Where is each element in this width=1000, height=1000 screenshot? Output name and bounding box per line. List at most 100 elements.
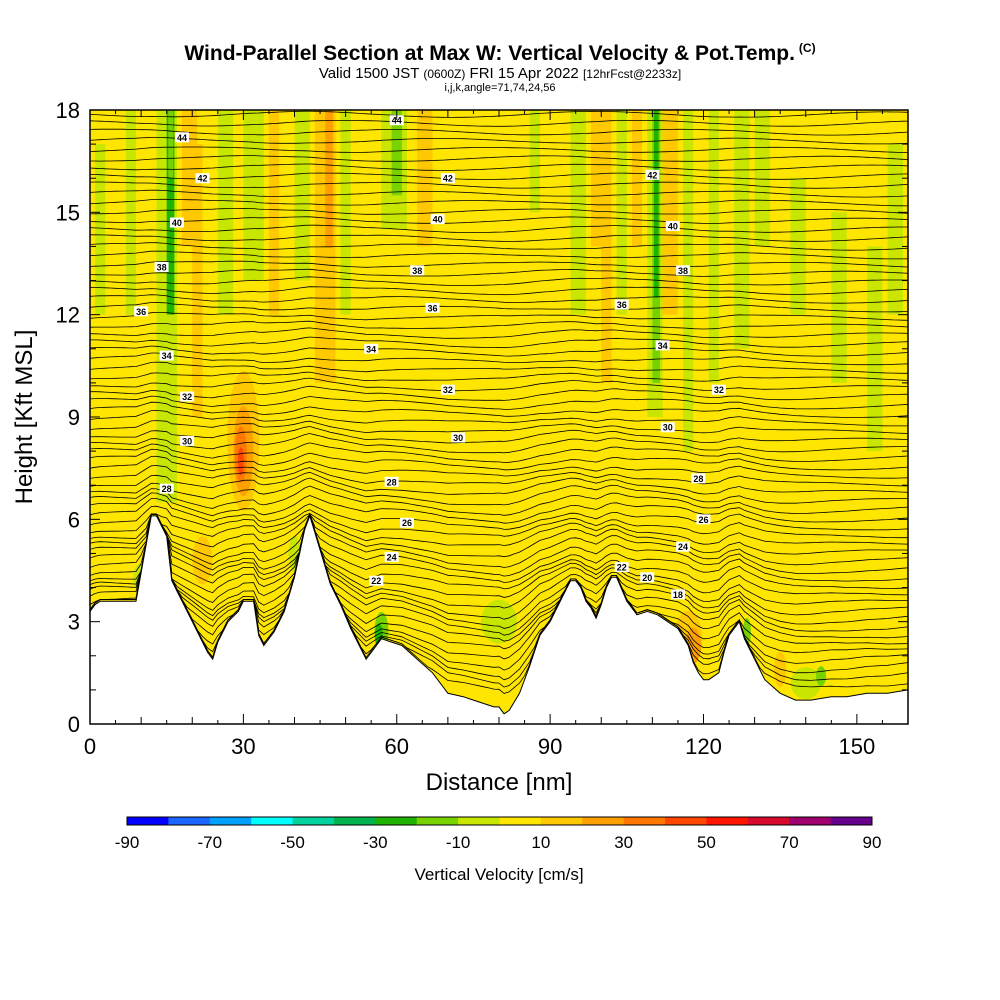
contour-label-box [169,217,184,228]
contour-label-text: 40 [668,221,678,231]
grid-indices: i,j,k,angle=71,74,24,56 [444,82,556,94]
theta-contour-line [90,513,908,568]
theta-contour-line [90,512,908,583]
contour-label-box [180,391,195,402]
colorbar-swatch [251,817,294,825]
theta-contour-line [90,301,908,313]
contour-label: 22 [369,575,384,586]
contour-label: 30 [451,432,466,443]
colorbar-swatch [830,817,873,825]
theta-contour-line [90,512,908,660]
velocity-band [217,110,234,315]
contour-label-text: 30 [663,423,673,433]
contour-label-text: 42 [197,174,207,184]
contour-label: 26 [399,517,414,528]
contour-label: 32 [711,384,726,395]
contour-label: 28 [691,473,706,484]
velocity-band [734,110,750,349]
contour-label: 32 [440,384,455,395]
chart-subtitle: Valid 1500 JST (0600Z) FRI 15 Apr 2022 [… [0,66,1000,82]
contour-label-text: 26 [402,518,412,528]
theta-contour-line [90,268,908,277]
contour-label-text: 42 [443,174,453,184]
colorbar: -90 -70 -50 -30 -10 10 30 50 70 90 [115,816,881,852]
contour-label: 22 [614,562,629,573]
contour-label-text: 22 [371,576,381,586]
theta-contour-line [90,320,908,330]
contour-label-box [665,220,680,231]
contour-label-box [384,551,399,562]
theta-contour-line [90,409,908,427]
colorbar-swatch [127,817,169,825]
contour-label-text: 38 [157,262,167,272]
theta-contour-line [90,312,908,321]
contour-label: 28 [384,476,399,487]
theta-contour-line [90,137,908,145]
contour-label-box [410,265,425,276]
contour-label: 44 [175,132,190,143]
theta-contour-line [90,512,908,650]
contour-label-text: 34 [658,341,668,351]
theta-contour-line [90,395,908,410]
theta-contour-line [90,276,908,286]
contour-label-text: 42 [647,170,657,180]
x-axis-title: Distance [nm] [426,769,573,796]
contour-label-text: 34 [162,351,172,361]
theta-contour-line [90,465,908,487]
colorbar-tick-label: 70 [780,833,799,852]
contour-label: 44 [389,115,404,126]
colorbar-title: Vertical Velocity [cm/s] [414,865,583,884]
theta-contour-line [90,345,908,357]
contour-label: 36 [425,302,440,313]
contour-label-box [696,514,711,525]
velocity-band [95,144,106,315]
contour-label-text: 28 [387,477,397,487]
theta-contour-line [90,455,908,479]
x-tick-label: 0 [84,734,96,759]
colorbar-tick-label: -50 [280,833,305,852]
contour-label-text: 24 [678,542,688,552]
theta-contour-line [90,477,908,506]
theta-contour-line [90,155,908,162]
y-tick-label: 15 [56,200,80,225]
velocity-blob [816,666,827,687]
theta-contour-line [90,442,908,463]
theta-contour-line [90,513,908,546]
contour-label-box [440,173,455,184]
contour-label-box [384,476,399,487]
x-tick-label: 90 [538,734,562,759]
theta-contour-line [90,371,908,382]
contour-label-box [645,169,660,180]
contour-label: 30 [660,422,675,433]
theta-contour-line [90,352,908,366]
theta-contour-line [90,498,908,531]
chart-title-block: Wind-Parallel Section at Max W: Vertical… [0,36,1000,94]
contour-label-box [640,572,655,583]
y-tick-label: 0 [68,712,80,737]
y-tick-label: 9 [68,405,80,430]
contour-label-box [660,422,675,433]
contour-label-box [134,306,149,317]
velocity-band [168,110,174,179]
contour-label-text: 38 [678,266,688,276]
velocity-blob [481,599,517,644]
colorbar-swatch [582,817,625,825]
velocity-band [867,246,883,452]
contour-label: 20 [640,572,655,583]
contour-label-box [655,340,670,351]
contour-label: 36 [134,306,149,317]
colorbar-swatch [375,817,418,825]
theta-contour-line [90,198,908,207]
contour-label: 30 [180,435,195,446]
contour-label: 42 [195,173,210,184]
theta-contour-line [90,512,908,590]
theta-contour-line [90,242,908,251]
contour-label: 38 [410,265,425,276]
colorbar-swatch [623,817,666,825]
contour-label: 40 [430,214,445,225]
colorbar-tick-label: -70 [197,833,222,852]
theta-contour-line [90,103,908,109]
contour-label-box [676,541,691,552]
contour-label-text: 30 [453,433,463,443]
colorbar-swatch [168,817,211,825]
